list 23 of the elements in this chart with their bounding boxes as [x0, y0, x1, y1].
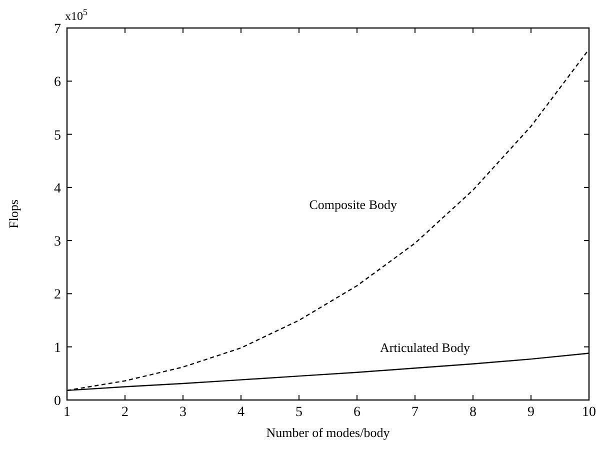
x-tick-label: 10: [582, 405, 596, 420]
x-tick-label: 6: [354, 405, 360, 420]
x-tick-label: 1: [64, 405, 70, 420]
y-tick-label: 4: [54, 181, 61, 196]
x-tick-label: 8: [470, 405, 476, 420]
text: x10$^{5}$: [65, 7, 88, 23]
x-tick-label: 4: [238, 405, 244, 420]
y-tick-label: 6: [54, 75, 61, 90]
x-tick-label: 3: [180, 405, 186, 420]
y-tick-label: 0: [54, 394, 61, 409]
text: Composite Body: [309, 197, 398, 212]
x-axis-title: Number of modes/body: [266, 425, 390, 440]
y-tick-label: 5: [54, 128, 61, 144]
y-tick-label: 3: [54, 234, 61, 250]
x-tick-label: 7: [412, 405, 418, 420]
series-label: Articulated Body: [380, 340, 470, 356]
x-tick-label: 2: [122, 405, 128, 420]
y-tick-label: 7: [54, 22, 61, 37]
y-tick-label: 2: [54, 288, 61, 303]
x-tick-label: 9: [528, 405, 534, 420]
x-tick-label: 5: [296, 405, 302, 420]
y-tick-label: 1: [54, 340, 61, 356]
y-axis-title: Flops: [6, 200, 21, 228]
